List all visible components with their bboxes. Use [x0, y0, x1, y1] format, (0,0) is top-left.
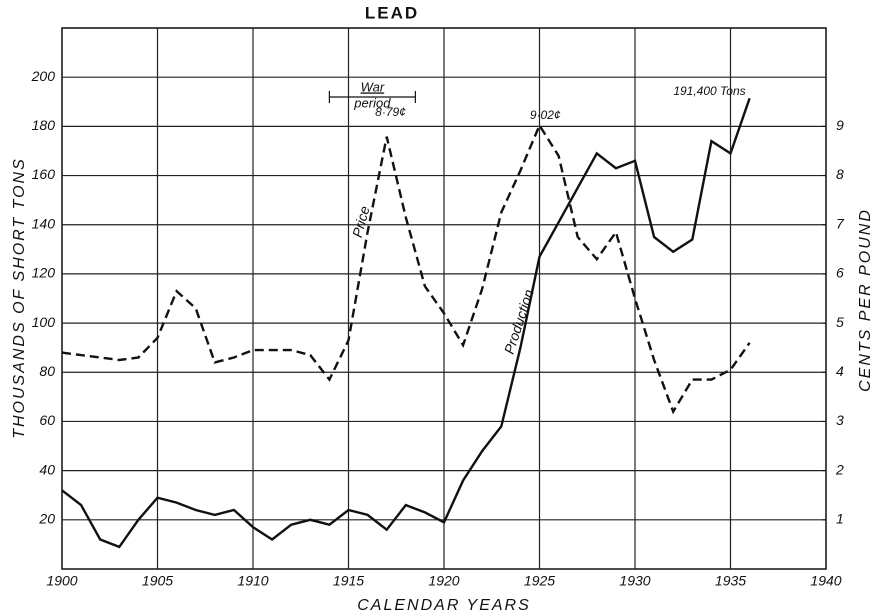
- y-tick-label: 100: [32, 314, 56, 330]
- annotation: period: [353, 95, 391, 110]
- annotation: 191,400 Tons: [673, 84, 745, 98]
- x-tick-label: 1920: [428, 573, 459, 589]
- y2-tick-label: 5: [836, 314, 844, 330]
- y-tick-label: 140: [32, 215, 56, 231]
- x-tick-label: 1905: [142, 573, 173, 589]
- y2-tick-label: 1: [836, 511, 844, 527]
- y-axis-title: THOUSANDS OF SHORT TONS: [11, 157, 28, 439]
- chart-title: LEAD: [365, 3, 419, 22]
- annotation: War: [361, 79, 385, 94]
- y-tick-label: 40: [39, 461, 55, 477]
- annotation: 8·79¢: [375, 105, 406, 119]
- annotation: 9·02¢: [530, 108, 561, 122]
- y2-tick-label: 9: [836, 117, 844, 133]
- y-tick-label: 200: [31, 68, 56, 84]
- x-tick-label: 1900: [46, 573, 77, 589]
- series-label: Price: [349, 204, 373, 239]
- y-tick-label: 120: [32, 265, 56, 281]
- x-axis-title: CALENDAR YEARS: [357, 597, 531, 614]
- x-tick-label: 1915: [333, 573, 364, 589]
- y-tick-label: 80: [39, 363, 55, 379]
- y-tick-label: 160: [32, 166, 56, 182]
- x-tick-label: 1910: [237, 573, 268, 589]
- series-line: [61, 97, 751, 549]
- y-tick-label: 60: [39, 412, 55, 428]
- y2-axis-title: CENTS PER POUND: [857, 208, 874, 392]
- y2-tick-label: 6: [836, 265, 844, 281]
- x-tick-label: 1940: [810, 573, 841, 589]
- x-tick-label: 1925: [524, 573, 555, 589]
- series-line: [61, 122, 751, 415]
- y2-tick-label: 7: [836, 215, 845, 231]
- y2-tick-label: 3: [836, 412, 844, 428]
- series-label: Production: [501, 287, 537, 356]
- y2-tick-label: 4: [836, 363, 844, 379]
- y2-tick-label: 2: [835, 461, 844, 477]
- x-tick-label: 1930: [619, 573, 650, 589]
- y-tick-label: 20: [38, 511, 55, 527]
- x-tick-label: 1935: [715, 573, 746, 589]
- y2-tick-label: 8: [836, 166, 844, 182]
- y-tick-label: 180: [32, 117, 56, 133]
